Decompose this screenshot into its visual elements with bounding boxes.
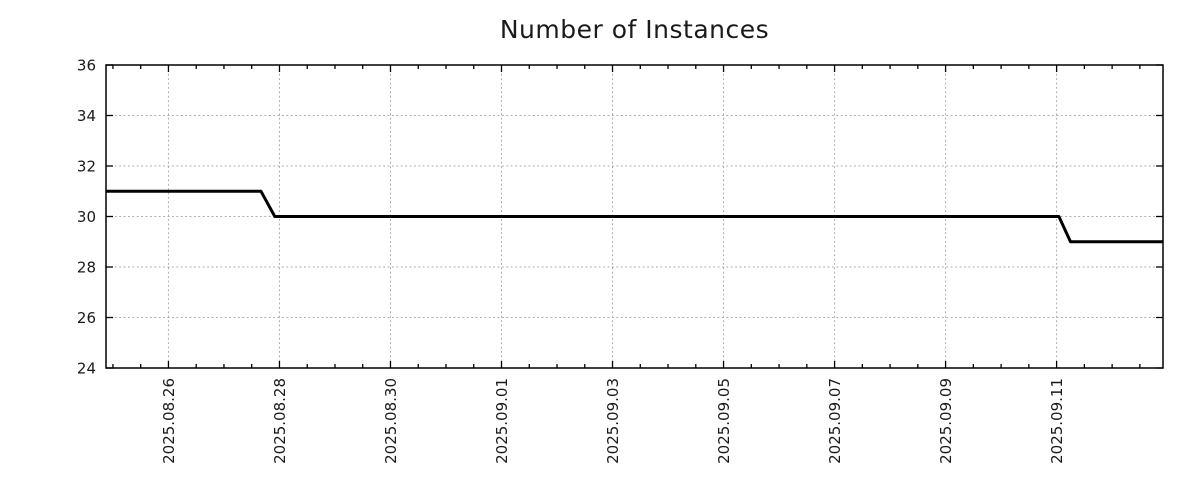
x-tick-label: 2025.09.07 [826,378,844,464]
x-tick-label: 2025.09.01 [493,378,511,464]
x-tick-label: 2025.08.26 [160,378,178,464]
chart-title: Number of Instances [499,15,770,44]
y-tick-label: 28 [77,259,96,277]
plot-border [105,64,1164,369]
y-tick-label: 36 [77,57,96,75]
y-tick-label: 24 [77,360,96,378]
y-tick-label: 34 [77,107,96,125]
y-tick-label: 26 [77,309,96,327]
tick-labels: 24 26 28 30 32 34 36 2025.08.26 2025.08.28 2025.0… [77,57,1066,464]
y-tick-label: 32 [77,158,96,176]
y-tick-label: 30 [77,208,96,226]
x-tick-label: 2025.08.30 [382,378,400,464]
series-lines [106,189,1163,244]
x-tick-label: 2025.08.28 [271,378,289,464]
x-tick-label: 2025.09.11 [1048,378,1066,464]
x-tick-label: 2025.09.03 [604,378,622,464]
series-line [106,189,1163,244]
x-tick-label: 2025.09.09 [937,378,955,464]
x-tick-label: 2025.09.05 [715,378,733,464]
